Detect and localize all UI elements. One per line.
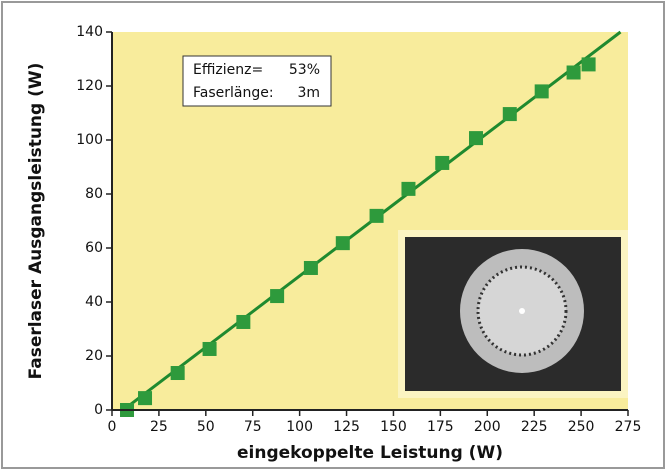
data-point xyxy=(567,66,581,80)
data-point xyxy=(435,156,449,170)
y-tick-label: 40 xyxy=(85,294,103,310)
x-tick-label: 25 xyxy=(150,419,168,435)
data-point xyxy=(469,131,483,145)
x-tick-label: 50 xyxy=(197,419,215,435)
x-tick-label: 125 xyxy=(333,419,360,435)
y-tick-label: 80 xyxy=(85,186,103,202)
annotation: 3m xyxy=(297,85,320,101)
data-point xyxy=(203,342,217,356)
data-point xyxy=(236,315,250,329)
y-tick-label: 120 xyxy=(76,78,103,94)
annotation: Effizienz= xyxy=(193,62,263,78)
data-point xyxy=(336,236,350,250)
x-tick-label: 275 xyxy=(615,419,642,435)
data-point xyxy=(582,57,596,71)
page: {"chart_data": {"type": "scatter", "x_la… xyxy=(0,0,666,470)
y-tick-label: 20 xyxy=(85,348,103,364)
y-tick-label: 60 xyxy=(85,240,103,256)
x-axis-label: eingekoppelte Leistung (W) xyxy=(237,443,503,463)
chart: Effizienz= 53% Faserlänge: 3m eingekoppe… xyxy=(0,0,666,470)
x-tick-label: 225 xyxy=(521,419,548,435)
data-point xyxy=(401,182,415,196)
y-axis-label: Faserlaser Ausgangsleistung (W) xyxy=(26,63,46,380)
x-tick-label: 200 xyxy=(474,419,501,435)
inset-image xyxy=(398,230,628,398)
data-point xyxy=(171,366,185,380)
fiber-core xyxy=(519,308,525,314)
annotation: Faserlänge: xyxy=(193,85,274,101)
x-tick-label: 150 xyxy=(380,419,407,435)
x-tick-label: 250 xyxy=(568,419,595,435)
x-tick-label: 100 xyxy=(286,419,313,435)
x-tick-label: 175 xyxy=(427,419,454,435)
data-point xyxy=(503,107,517,121)
x-tick-label: 0 xyxy=(108,419,117,435)
y-tick-label: 140 xyxy=(76,24,103,40)
data-point xyxy=(370,209,384,223)
data-point xyxy=(535,84,549,98)
y-tick-label: 100 xyxy=(76,132,103,148)
data-point xyxy=(304,261,318,275)
y-tick-label: 0 xyxy=(94,402,103,418)
x-tick-label: 75 xyxy=(244,419,262,435)
data-point xyxy=(270,289,284,303)
annotation: 53% xyxy=(289,62,320,78)
data-point xyxy=(138,391,152,405)
